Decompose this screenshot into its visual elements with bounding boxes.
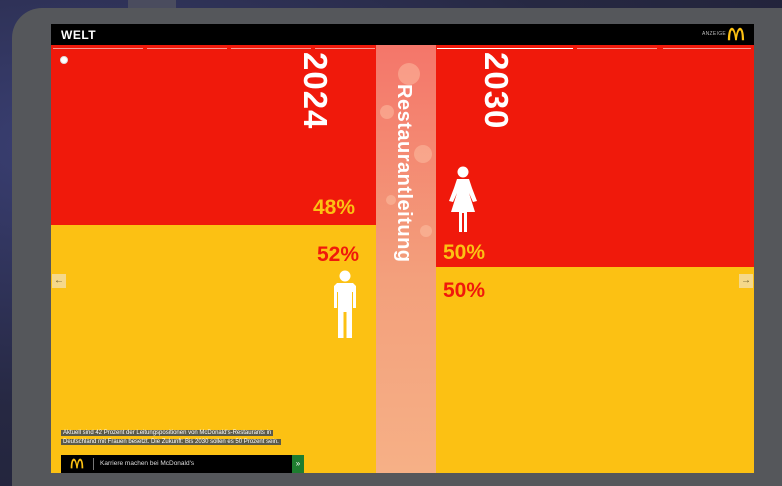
progress-segment: [231, 48, 311, 49]
women-percent-2024: 48%: [313, 196, 356, 219]
career-banner[interactable]: Karriere machen bei McDonald's »: [61, 455, 304, 473]
women-percent-2030: 50%: [443, 241, 486, 264]
article-screen: Restaurantleitung 2024 2030 48% 52% 50% …: [51, 24, 754, 473]
progress-segment-active: [437, 48, 573, 49]
caption-line-1: Aktuell sind 42 Prozent der Leitungsposi…: [61, 430, 274, 436]
bokeh-light: [386, 195, 396, 205]
men-area-2030: [436, 267, 754, 473]
mcdonalds-logo-icon: [727, 27, 745, 41]
year-2024-label: 2024: [297, 52, 334, 130]
banner-divider: [93, 458, 94, 470]
story-progress-bar: [51, 48, 754, 50]
bokeh-light: [380, 105, 394, 119]
progress-segment: [147, 48, 227, 49]
woman-icon: [449, 166, 477, 232]
banner-label[interactable]: Karriere machen bei McDonald's: [100, 460, 195, 467]
mcdonalds-logo-icon: [70, 458, 84, 469]
bokeh-light: [414, 145, 432, 163]
progress-segment: [315, 48, 375, 49]
women-area-2030: [436, 45, 754, 267]
progress-segment: [577, 48, 657, 49]
welt-logo[interactable]: WELT: [61, 28, 97, 42]
man-icon: [334, 270, 356, 338]
tablet-edge-tab: [128, 0, 176, 10]
bokeh-light: [420, 225, 432, 237]
top-navigation-bar: WELT ANZEIGE: [51, 24, 754, 45]
next-slide-arrow-icon[interactable]: →: [739, 274, 753, 288]
year-2030-label: 2030: [478, 52, 515, 130]
info-dot-icon[interactable]: [60, 56, 68, 64]
ad-label: ANZEIGE: [702, 31, 727, 37]
caption-line-2: Deutschland mit Frauen besetzt. Die Zuku…: [61, 439, 281, 445]
caption-text: Aktuell sind 42 Prozent der Leitungsposi…: [61, 429, 301, 447]
prev-slide-arrow-icon[interactable]: ←: [52, 274, 66, 288]
progress-segment: [53, 48, 143, 49]
men-percent-2024: 52%: [317, 243, 360, 266]
bokeh-light: [398, 63, 420, 85]
women-area-2024: [51, 45, 376, 225]
band-label: Restaurantleitung: [393, 84, 415, 263]
center-band: [376, 45, 436, 473]
banner-go-button[interactable]: »: [292, 455, 304, 473]
progress-segment: [663, 48, 751, 49]
men-percent-2030: 50%: [443, 279, 486, 302]
